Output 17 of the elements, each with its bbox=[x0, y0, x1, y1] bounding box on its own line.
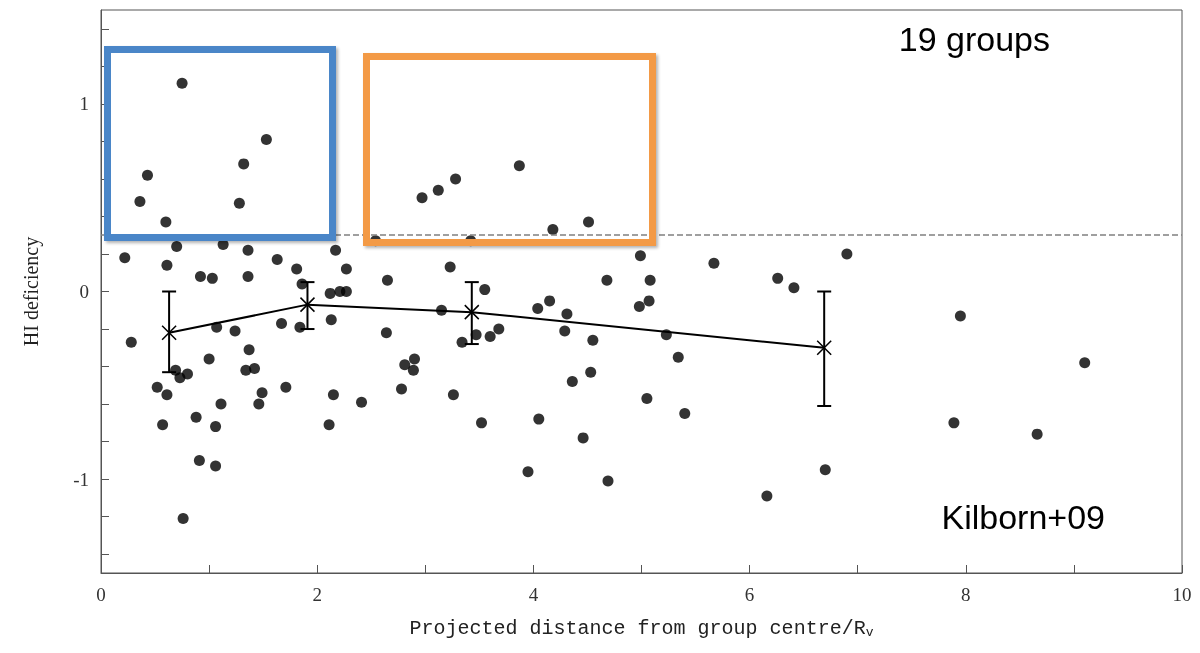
y-tick-label: 0 bbox=[79, 281, 89, 302]
point bbox=[161, 325, 177, 341]
annotation: 19 groups bbox=[898, 20, 1051, 58]
point bbox=[299, 296, 316, 313]
x-axis-title: Projected distance from group centre/Rv bbox=[409, 617, 874, 640]
x-tick-label: 0 bbox=[96, 584, 106, 605]
x-tick-label: 6 bbox=[744, 584, 755, 605]
x-tick-label: 4 bbox=[528, 584, 539, 605]
x-tick-label: 8 bbox=[961, 584, 971, 605]
point bbox=[464, 304, 480, 320]
x-tick-label: 2 bbox=[312, 584, 322, 605]
y-tick-label: 1 bbox=[79, 93, 89, 115]
x-tick-label: 10 bbox=[1172, 584, 1192, 605]
annotation: Kilborn+09 bbox=[941, 498, 1106, 536]
y-tick-label: -1 bbox=[73, 468, 89, 490]
y-axis-title: HI deficiency bbox=[20, 236, 43, 347]
point bbox=[816, 340, 832, 356]
